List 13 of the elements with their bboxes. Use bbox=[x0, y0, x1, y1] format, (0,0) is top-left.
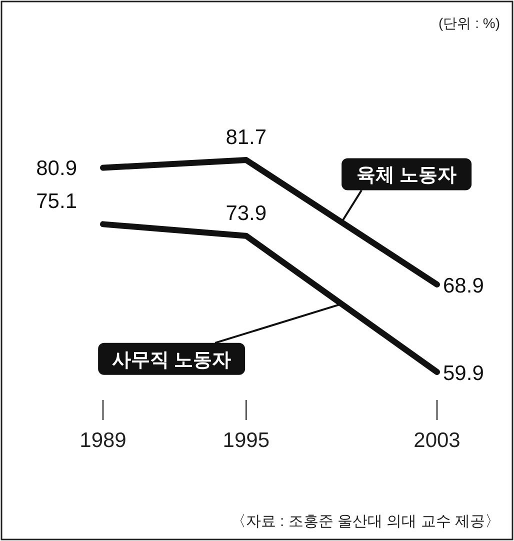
x-tick-label: 2003 bbox=[414, 429, 460, 452]
data-label: 59.9 bbox=[443, 362, 484, 385]
data-label: 75.1 bbox=[36, 190, 77, 214]
text: 〈자료 : 조홍준 울산대 의대 교수 제공〉 bbox=[230, 513, 500, 530]
data-label: 81.7 bbox=[226, 126, 267, 149]
text: 사무직 노동자 bbox=[112, 350, 232, 371]
x-tick-label: 1995 bbox=[222, 429, 270, 452]
data-label: 68.9 bbox=[443, 274, 484, 298]
data-label: 73.9 bbox=[226, 202, 267, 225]
data-label: 80.9 bbox=[36, 156, 77, 180]
text: (단위 : %) bbox=[438, 15, 500, 31]
text: 육체 노동자 bbox=[356, 165, 457, 186]
x-tick-label: 1989 bbox=[80, 429, 126, 452]
